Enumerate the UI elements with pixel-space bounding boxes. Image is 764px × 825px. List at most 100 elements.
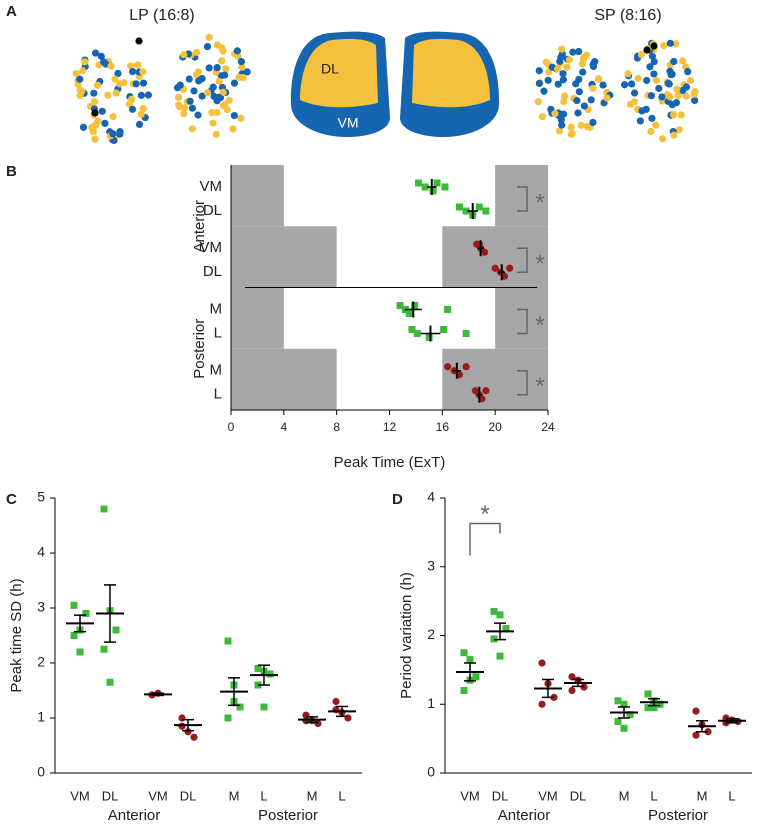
cell — [101, 119, 109, 127]
cell — [237, 114, 245, 122]
cell — [137, 110, 145, 118]
cell — [127, 62, 135, 70]
data-point — [224, 714, 232, 722]
cell — [111, 75, 119, 83]
cell — [556, 57, 564, 65]
cell — [554, 65, 562, 73]
cell — [94, 117, 102, 125]
cell — [650, 58, 658, 66]
cell — [205, 33, 213, 41]
cell — [535, 67, 543, 75]
cell — [670, 57, 678, 66]
cell — [215, 93, 223, 101]
x-tick-label: DL — [180, 788, 197, 803]
cell — [647, 127, 655, 135]
cell — [79, 123, 88, 131]
cell — [594, 75, 603, 83]
cell — [132, 80, 140, 88]
data-point — [644, 690, 652, 698]
panel-title: SP (8:16) — [594, 7, 661, 24]
cell — [198, 92, 206, 100]
cell — [648, 114, 656, 122]
x-tick-label: 8 — [333, 420, 340, 434]
cell — [603, 94, 611, 102]
group-label: Posterior — [258, 807, 318, 824]
cell — [646, 63, 654, 71]
cell — [190, 87, 198, 95]
significance-label: * — [535, 189, 544, 216]
x-tick-label: VM — [148, 788, 168, 803]
cell — [650, 70, 658, 78]
cell — [627, 80, 636, 88]
cell — [81, 58, 89, 66]
cell — [209, 119, 217, 127]
cell — [180, 109, 188, 118]
cell — [670, 131, 678, 139]
category-label: M — [210, 362, 223, 379]
cell — [120, 79, 128, 87]
data-point — [344, 714, 352, 722]
cell — [76, 75, 84, 83]
cell — [133, 61, 142, 69]
cell — [677, 111, 685, 119]
cell — [624, 70, 632, 78]
cell — [679, 86, 687, 95]
data-point — [178, 722, 186, 730]
cell — [233, 47, 241, 55]
category-label: DL — [203, 263, 222, 280]
data-point — [472, 673, 480, 681]
cell — [587, 96, 595, 104]
cell — [213, 108, 221, 117]
cell — [176, 81, 184, 89]
cell — [638, 107, 646, 115]
dark-period — [442, 348, 548, 410]
cell — [636, 117, 644, 125]
data-point — [475, 203, 483, 211]
cell — [542, 58, 550, 66]
x-tick-label: L — [728, 788, 735, 803]
cell — [129, 68, 137, 76]
x-tick-label: DL — [492, 788, 509, 803]
cell — [643, 76, 651, 85]
group-label: Anterior — [191, 200, 208, 253]
cell — [94, 81, 102, 89]
cell — [112, 89, 120, 97]
cell — [560, 92, 569, 100]
data-point — [178, 714, 186, 722]
cell — [675, 126, 683, 134]
cell — [195, 77, 203, 85]
cell — [674, 91, 682, 100]
cell — [194, 111, 202, 119]
y-axis-label: Period variation (h) — [398, 572, 415, 699]
cell — [127, 95, 136, 103]
cell — [538, 113, 546, 121]
cell — [652, 121, 660, 129]
cell — [185, 75, 193, 83]
cell — [229, 125, 237, 133]
cell — [76, 86, 84, 94]
cell — [107, 62, 115, 70]
data-point — [260, 703, 268, 711]
data-point — [314, 719, 322, 728]
cell — [589, 84, 597, 92]
data-point — [506, 264, 514, 272]
data-point — [302, 717, 310, 725]
data-point — [444, 363, 452, 371]
category-label: M — [210, 300, 223, 317]
y-axis-label: Peak time SD (h) — [8, 578, 25, 692]
data-point — [538, 700, 546, 708]
x-tick-label: VM — [460, 788, 480, 803]
x-tick-label: DL — [570, 788, 587, 803]
data-point — [100, 505, 108, 513]
data-point — [656, 700, 664, 708]
significance-bracket — [517, 186, 528, 212]
cell — [634, 74, 642, 83]
dark-period — [495, 165, 548, 227]
data-point — [462, 207, 470, 215]
cell — [574, 109, 582, 117]
cell — [686, 76, 695, 85]
cell — [664, 79, 672, 87]
cell — [630, 98, 639, 106]
cell — [560, 97, 568, 106]
x-tick-label: M — [229, 788, 240, 803]
